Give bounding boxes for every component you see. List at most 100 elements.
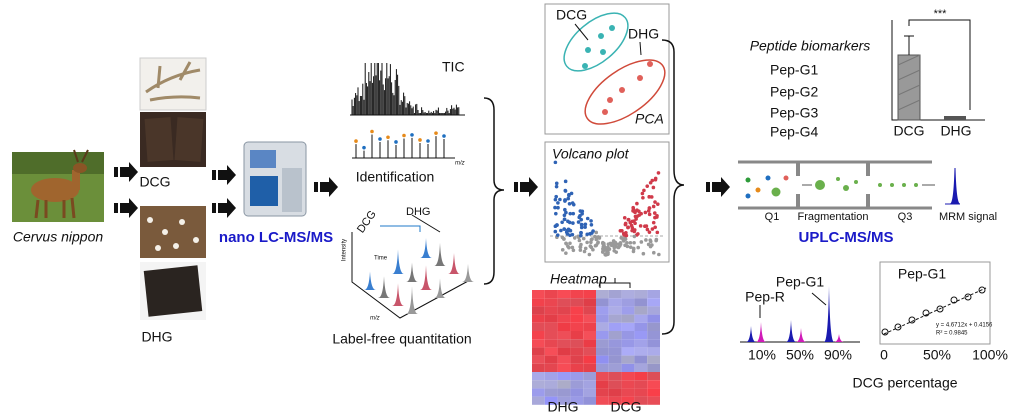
heatmap-panel-part <box>557 372 571 381</box>
volcano-panel-part <box>633 210 637 215</box>
equation: y = 4.6712x + 0.4156 <box>936 323 993 329</box>
volcano-panel-part <box>614 250 619 254</box>
volcano-panel-part <box>558 197 562 202</box>
deer-photo-part <box>73 149 89 163</box>
heatmap-panel-part <box>557 314 571 323</box>
heatmap-panel-part <box>532 363 545 372</box>
heatmap-panel-part <box>532 322 545 331</box>
volcano-panel-part <box>571 221 575 225</box>
dhg-photos-part <box>173 243 179 249</box>
pca-panel <box>544 3 670 135</box>
brace <box>483 97 505 285</box>
volcano-panel-part <box>566 244 570 249</box>
heatmap-panel-part <box>596 322 609 331</box>
volcano-panel-part <box>577 238 582 243</box>
heatmap-panel-part <box>647 347 660 356</box>
heatmap-panel-part <box>621 347 635 356</box>
volcano-panel-part <box>653 225 657 230</box>
volcano-panel-part <box>568 233 572 238</box>
pca-panel-part <box>602 109 608 115</box>
dcg-photos-part <box>139 57 207 111</box>
deer-photo-part <box>72 170 80 190</box>
volcano-panel-part <box>625 244 630 249</box>
mz-axis-label: m/z <box>370 316 380 322</box>
deer-photo-part <box>73 163 87 173</box>
volcano-title: Volcano plot <box>552 146 630 162</box>
heatmap-panel-part <box>596 372 609 381</box>
mrm-schematic-part <box>914 183 918 187</box>
bar-inset <box>891 19 985 121</box>
mrm-schematic-part <box>836 177 840 181</box>
volcano-panel-part <box>651 204 656 209</box>
peptide: Pep-G1 <box>770 62 818 78</box>
heatmap-panel-part <box>570 322 584 331</box>
heatmap-panel-part <box>583 314 596 323</box>
heatmap-panel-part <box>557 339 571 348</box>
heatmap-panel-part <box>608 396 622 405</box>
volcano-panel-part <box>566 196 571 201</box>
x-tick-label: 0 <box>880 347 888 363</box>
dcg-label: DCG <box>139 174 170 190</box>
dhg-photos-part <box>193 237 199 243</box>
volcano-panel-part <box>554 181 559 186</box>
flow-arrows-part <box>212 198 236 218</box>
ms2-spectrum-part <box>378 137 382 141</box>
volcano-panel-part <box>583 246 588 251</box>
ms2-spectrum-part <box>418 138 422 142</box>
heatmap-panel-part <box>596 290 609 299</box>
volcano-panel-part <box>632 240 636 245</box>
volcano-panel-part <box>555 233 560 237</box>
dhg-axis-label: DHG <box>406 206 430 218</box>
volcano-panel-part <box>638 224 643 228</box>
flow-arrows-part <box>706 177 730 197</box>
volcano-panel-part <box>589 219 593 223</box>
heatmap-panel-part <box>557 298 571 307</box>
peak-panel-part <box>756 322 766 342</box>
volcano-panel-part <box>653 200 657 204</box>
heatmap-panel-part <box>583 388 596 397</box>
heatmap-panel-part <box>532 355 545 364</box>
mrm-stage: Q3 <box>898 211 913 223</box>
pca-panel-part <box>637 75 643 81</box>
volcano-panel-part <box>589 222 594 227</box>
heatmap-panel-part <box>532 380 545 389</box>
heatmap-panel-part <box>634 322 648 331</box>
volcano-panel-part <box>560 248 565 252</box>
volcano-panel-part <box>581 236 586 241</box>
volcano-panel-part <box>567 192 571 197</box>
dhg-label: DHG <box>141 329 172 345</box>
heatmap-panel-part <box>647 322 660 331</box>
volcano-panel-part <box>618 240 623 245</box>
calibration-panel-part <box>964 293 972 301</box>
volcano-panel-part <box>585 240 589 245</box>
volcano-panel-part <box>587 252 592 257</box>
volcano-panel-part <box>555 223 559 227</box>
ms2-spectrum-part <box>386 135 390 140</box>
heatmap-panel-part <box>583 290 596 299</box>
deer-photo-part <box>34 197 76 219</box>
dcg-photos <box>139 57 207 167</box>
volcano-panel-part <box>601 240 605 245</box>
volcano-panel-part <box>553 229 558 234</box>
dhg-photos <box>140 206 206 320</box>
heatmap-panel-part <box>544 347 558 356</box>
tic-label: TIC <box>442 59 465 75</box>
heatmap-panel-part <box>608 339 622 348</box>
bar-inset-part <box>944 116 966 120</box>
pca-title: PCA <box>635 111 664 127</box>
heatmap-panel-part <box>570 388 584 397</box>
flow-arrows-part <box>114 198 138 218</box>
deer-photo-part <box>12 152 104 174</box>
heatmap-panel-part <box>647 290 660 299</box>
mrm-stage: Fragmentation <box>798 211 869 223</box>
heatmap-panel-part <box>596 298 609 307</box>
target-peptide: Pep-G1 <box>776 274 824 290</box>
x-tick-label: 100% <box>972 347 1008 363</box>
volcano-panel-part <box>654 237 659 242</box>
pca-panel-part <box>582 63 588 69</box>
heatmap-panel-part <box>621 314 635 323</box>
heatmap-panel-part <box>583 322 596 331</box>
volcano-panel-part <box>564 251 568 255</box>
heatmap-title: Heatmap <box>550 271 607 287</box>
